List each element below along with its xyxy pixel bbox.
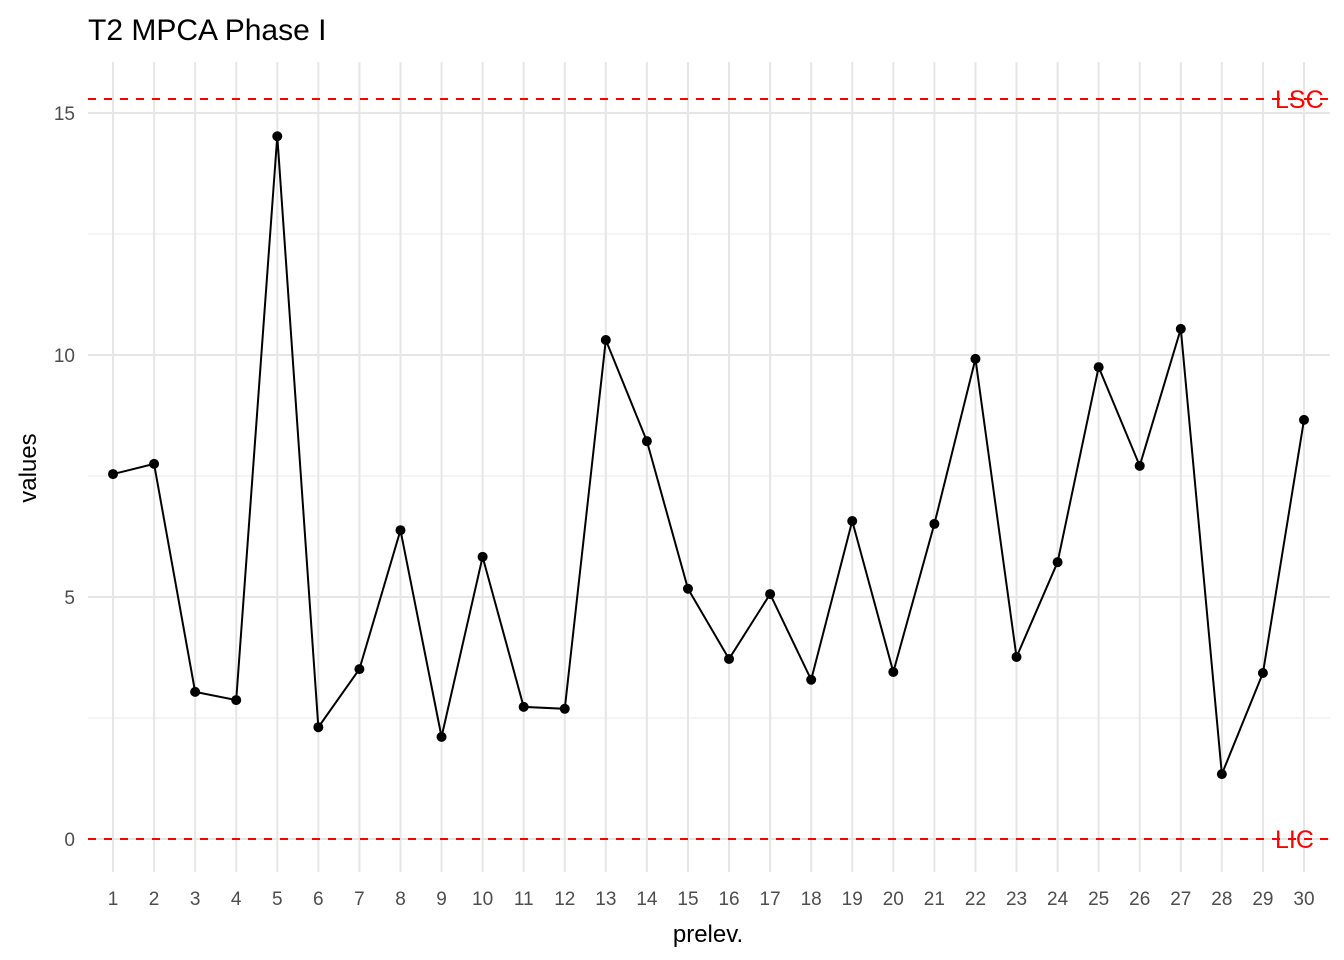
x-tick-label: 15	[677, 889, 698, 910]
data-point	[272, 131, 283, 142]
x-tick-label: 27	[1170, 889, 1191, 910]
y-tick-label: 5	[64, 588, 75, 609]
data-point	[970, 353, 981, 364]
x-tick-label: 20	[883, 889, 904, 910]
x-tick-label: 25	[1088, 889, 1109, 910]
data-point	[929, 518, 940, 529]
x-tick-label: 24	[1047, 889, 1069, 910]
y-tick-label: 0	[64, 830, 75, 851]
x-tick-label: 3	[190, 889, 201, 910]
data-point	[190, 686, 201, 697]
data-point	[1134, 460, 1145, 471]
data-point	[108, 469, 118, 480]
data-point	[313, 722, 324, 733]
x-tick-label: 30	[1293, 889, 1314, 910]
data-point	[600, 334, 611, 345]
x-tick-label: 19	[842, 889, 863, 910]
data-point	[1011, 652, 1022, 663]
x-tick-label: 8	[395, 889, 406, 910]
x-tick-label: 12	[554, 889, 575, 910]
x-tick-label: 9	[436, 889, 447, 910]
x-tick-label: 26	[1129, 889, 1150, 910]
control-limit-label-lic: LIC	[1275, 826, 1314, 854]
x-tick-label: 13	[595, 889, 616, 910]
chart-title: T2 MPCA Phase I	[88, 14, 326, 47]
data-point	[888, 667, 899, 678]
x-tick-label: 18	[801, 889, 822, 910]
data-point	[847, 516, 858, 527]
data-point	[1216, 769, 1227, 780]
data-point	[436, 731, 447, 742]
y-tick-label: 15	[54, 104, 75, 125]
control-limit-label-lsc: LSC	[1275, 86, 1324, 114]
data-point	[1299, 414, 1309, 425]
x-tick-label: 11	[514, 889, 534, 910]
x-tick-label: 23	[1006, 889, 1027, 910]
data-point	[231, 695, 242, 706]
data-point	[149, 458, 160, 469]
data-point	[682, 583, 693, 594]
x-axis-label: prelev.	[673, 921, 743, 948]
data-point	[354, 664, 365, 675]
data-point	[477, 551, 488, 562]
data-point	[1052, 557, 1063, 568]
x-tick-label: 10	[472, 889, 493, 910]
x-tick-label: 22	[965, 889, 986, 910]
data-point	[765, 589, 776, 600]
x-tick-label: 29	[1252, 889, 1273, 910]
x-tick-label: 5	[272, 889, 283, 910]
data-point	[1093, 362, 1104, 373]
x-tick-label: 7	[354, 889, 365, 910]
x-tick-label: 21	[924, 889, 945, 910]
data-point	[724, 653, 735, 664]
data-point	[1257, 667, 1268, 678]
x-tick-label: 1	[108, 889, 119, 910]
series-line	[112, 136, 1305, 775]
x-tick-label: 16	[718, 889, 739, 910]
x-tick-label: 2	[149, 889, 160, 910]
x-tick-label: 28	[1211, 889, 1232, 910]
data-point	[518, 701, 529, 712]
data-point	[1175, 323, 1186, 334]
y-tick-label: 10	[54, 346, 75, 367]
y-axis-label: values	[15, 433, 42, 502]
data-point	[641, 436, 652, 447]
data-point	[395, 525, 406, 536]
x-tick-label: 6	[313, 889, 324, 910]
data-point	[559, 703, 570, 714]
data-point	[806, 674, 817, 685]
x-tick-label: 17	[760, 889, 781, 910]
x-tick-label: 4	[231, 889, 242, 910]
x-tick-label: 14	[636, 889, 658, 910]
